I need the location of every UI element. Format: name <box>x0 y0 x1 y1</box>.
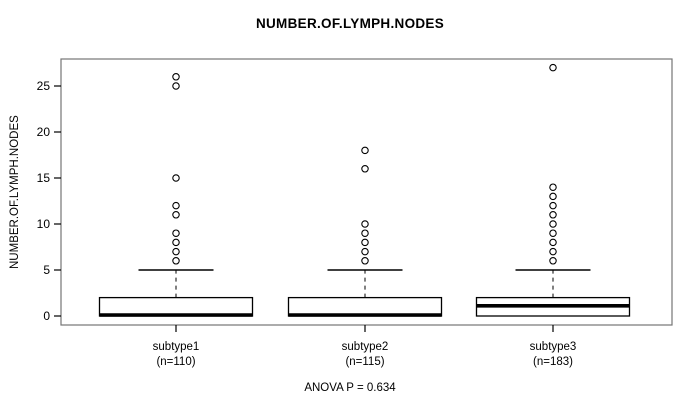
outlier-point <box>549 211 557 219</box>
outlier-point <box>172 174 180 182</box>
outlier-point <box>549 257 557 265</box>
outlier-point <box>549 192 557 201</box>
x-label-subtype3: subtype3 (n=183) <box>488 340 618 370</box>
x-label-subtype1: subtype1 (n=110) <box>111 340 241 370</box>
y-tick-label: 25 <box>37 79 51 93</box>
outlier-point <box>361 229 369 237</box>
outlier-point <box>172 247 180 256</box>
outlier-point <box>172 257 180 265</box>
group-label: subtype1 <box>152 341 200 353</box>
y-tick-label: 15 <box>37 171 51 185</box>
outlier-point <box>172 238 180 247</box>
outlier-point <box>172 211 180 219</box>
outlier-point <box>549 201 557 210</box>
group-count: (n=183) <box>533 356 573 368</box>
outlier-point <box>549 247 557 256</box>
outlier-point <box>172 73 180 81</box>
outlier-point <box>361 146 369 155</box>
outlier-point <box>172 82 180 90</box>
anova-p-value: ANOVA P = 0.634 <box>304 382 396 394</box>
y-tick-label: 0 <box>43 309 50 323</box>
outlier-point <box>549 183 557 191</box>
plot-frame <box>60 58 673 326</box>
x-label-subtype2: subtype2 (n=115) <box>300 340 430 370</box>
outlier-point <box>361 247 369 256</box>
outlier-point <box>549 238 557 247</box>
group-count: (n=110) <box>156 356 196 368</box>
group-count: (n=115) <box>345 356 385 368</box>
outlier-point <box>172 201 180 210</box>
outlier-point <box>172 229 180 237</box>
outlier-point <box>361 220 369 228</box>
y-tick-label: 20 <box>37 125 51 139</box>
group-label: subtype2 <box>341 341 389 353</box>
y-tick-label: 5 <box>43 263 50 277</box>
outlier-point <box>549 63 557 72</box>
chart-title: NUMBER.OF.LYMPH.NODES <box>255 16 445 31</box>
group-label: subtype3 <box>529 341 577 353</box>
outlier-point <box>549 229 557 237</box>
y-tick-label: 10 <box>37 217 51 231</box>
outlier-point <box>361 165 369 173</box>
outlier-point <box>361 257 369 265</box>
outlier-point <box>361 238 369 247</box>
outlier-point <box>549 220 557 228</box>
